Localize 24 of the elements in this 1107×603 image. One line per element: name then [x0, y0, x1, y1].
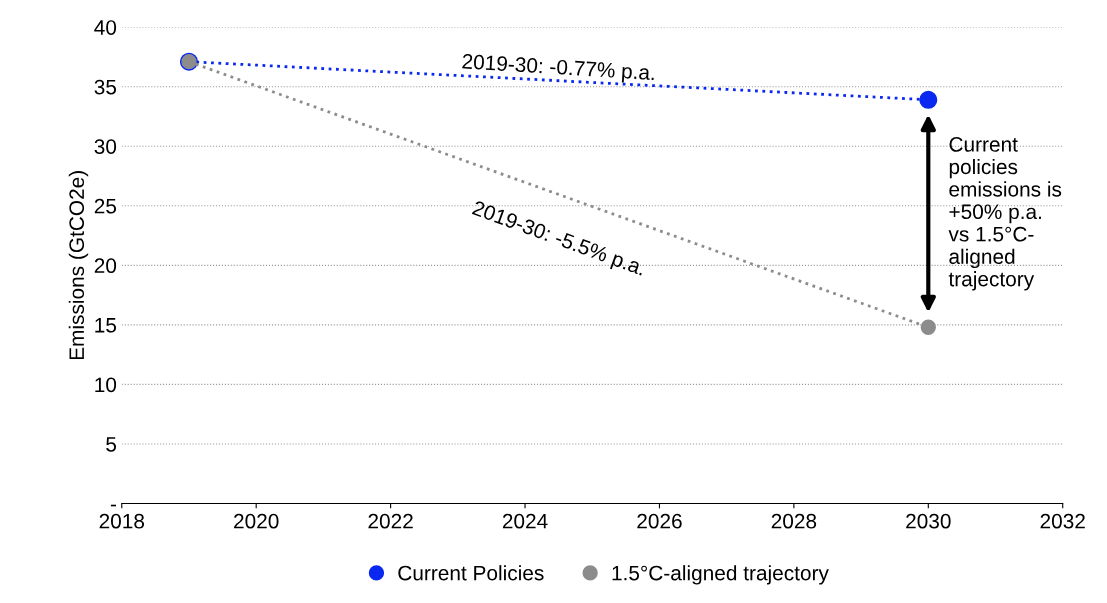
x-tick-label: 2024 [502, 513, 548, 529]
y-tick-label: 30 [94, 139, 117, 154]
annotation: Current policies emissions is +50% p.a. vs 1.5°C- aligned trajectory [948, 137, 1062, 291]
x-tick-label: 2032 [1040, 513, 1085, 529]
y-tick-label: 25 [94, 198, 117, 214]
y-tick-label: 10 [95, 377, 117, 393]
x-tick-label: 2018 [99, 513, 145, 529]
legend-label: Current Policies [398, 565, 544, 581]
x-tick-label: 2030 [906, 513, 951, 529]
x-tick-label: 2022 [368, 513, 413, 529]
point [920, 319, 936, 335]
y-tick-label: 20 [94, 258, 117, 274]
y-tick-label: 35 [94, 79, 117, 95]
x-tick-label: 2026 [637, 513, 682, 529]
x-tick-label: 2020 [234, 513, 279, 529]
y-tick-label: 5 [106, 437, 117, 452]
x-tick-label: 2028 [771, 513, 817, 529]
y-tick-label: 15 [95, 318, 117, 333]
y-tick-label: - [110, 504, 116, 507]
y-axis-title: Emissions (GtCO2e) [68, 171, 89, 360]
y-tick-label: 40 [94, 20, 117, 35]
annotation: 2019-30: -0.77% p.a. [461, 53, 655, 85]
legend-label: 1.5°C-aligned trajectory [612, 565, 829, 585]
point [919, 90, 938, 109]
